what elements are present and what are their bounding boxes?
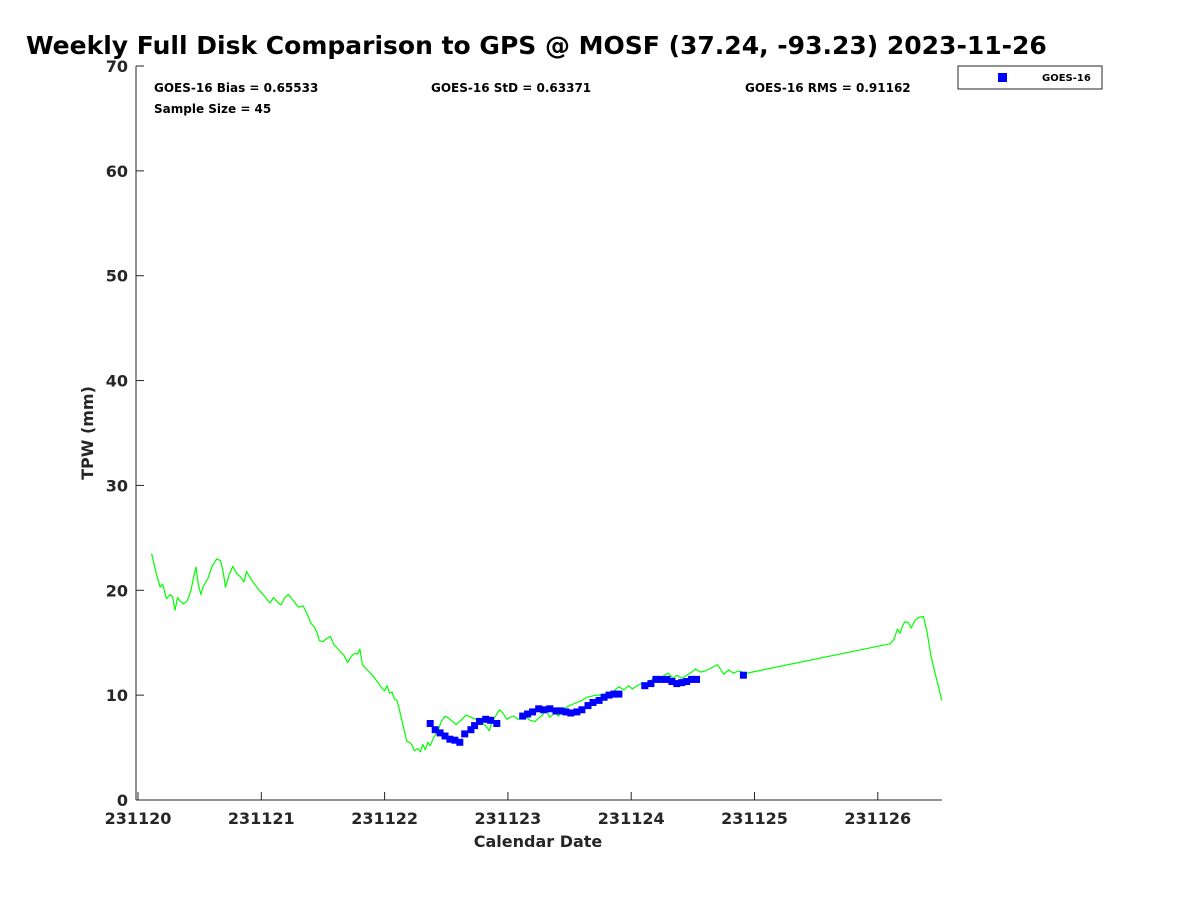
goes16-marker bbox=[595, 696, 603, 704]
goes16-marker bbox=[739, 671, 747, 679]
x-tick-label: 231124 bbox=[598, 809, 665, 828]
goes16-marker bbox=[673, 680, 681, 688]
chart-title: Weekly Full Disk Comparison to GPS @ MOS… bbox=[26, 31, 1047, 60]
y-tick-label: 30 bbox=[106, 476, 128, 495]
goes16-marker bbox=[615, 690, 623, 698]
goes16-marker bbox=[668, 678, 676, 685]
x-tick-label: 231126 bbox=[844, 809, 911, 828]
goes16-marker bbox=[605, 691, 613, 699]
goes16-marker bbox=[688, 675, 696, 683]
y-axis-ticks: 0 10 20 30 40 50 60 70 bbox=[106, 57, 144, 810]
goes16-marker bbox=[562, 708, 570, 716]
goes16-marker bbox=[461, 730, 469, 738]
goes16-marker bbox=[456, 738, 464, 746]
gps-tpw-line bbox=[151, 553, 943, 753]
goes16-marker bbox=[441, 732, 449, 740]
goes16-marker bbox=[600, 693, 608, 701]
goes16-marker bbox=[693, 675, 700, 683]
x-tick-label: 231120 bbox=[105, 809, 172, 828]
legend-marker bbox=[998, 73, 1007, 82]
std-stat: GOES-16 StD = 0.63371 bbox=[431, 81, 591, 95]
x-tick-label: 231122 bbox=[351, 809, 418, 828]
goes16-marker bbox=[471, 722, 479, 730]
y-tick-label: 50 bbox=[106, 267, 128, 286]
x-tick-label: 231121 bbox=[228, 809, 295, 828]
goes16-marker bbox=[519, 712, 527, 720]
y-tick-label: 40 bbox=[106, 372, 128, 391]
goes16-marker bbox=[535, 705, 543, 713]
plot-area: 231120 231121 231122 231123 231124 231125 2311… bbox=[105, 57, 943, 828]
goes16-marker bbox=[683, 678, 691, 685]
x-axis-label: Calendar Date bbox=[474, 832, 603, 851]
goes16-marker bbox=[657, 675, 665, 683]
goes16-marker bbox=[431, 726, 439, 734]
goes16-marker bbox=[589, 699, 597, 706]
y-tick-label: 70 bbox=[106, 57, 128, 76]
series-layer bbox=[151, 553, 943, 753]
y-tick-label: 20 bbox=[106, 581, 128, 600]
legend: GOES-16 bbox=[957, 65, 1103, 90]
goes16-marker bbox=[610, 690, 618, 698]
bias-stat: GOES-16 Bias = 0.65533 bbox=[154, 81, 318, 95]
goes16-marker bbox=[446, 735, 454, 743]
goes16-marker bbox=[573, 708, 581, 716]
goes16-marker bbox=[663, 675, 671, 683]
legend-label: GOES-16 bbox=[1042, 73, 1091, 84]
goes16-marker bbox=[584, 702, 592, 710]
goes16-marker bbox=[451, 736, 459, 744]
goes16-marker bbox=[487, 716, 495, 724]
goes16-marker bbox=[647, 680, 655, 688]
x-axis-ticks: 231120 231121 231122 231123 231124 231125 2311… bbox=[105, 792, 911, 828]
y-tick-label: 60 bbox=[106, 162, 128, 181]
goes16-marker bbox=[476, 717, 483, 725]
y-tick-label: 0 bbox=[117, 791, 128, 810]
goes16-marker bbox=[529, 708, 537, 716]
sample-size-stat: Sample Size = 45 bbox=[154, 102, 271, 116]
goes16-marker bbox=[436, 729, 444, 737]
goes16-marker bbox=[493, 720, 501, 727]
x-tick-label: 231123 bbox=[475, 809, 542, 828]
y-axis-label: TPW (mm) bbox=[78, 386, 97, 480]
goes16-marker bbox=[578, 706, 586, 714]
goes16-marker bbox=[426, 720, 434, 727]
legend-box bbox=[957, 65, 1103, 90]
goes16-marker bbox=[546, 705, 554, 713]
rms-stat: GOES-16 RMS = 0.91162 bbox=[745, 81, 911, 95]
goes16-marker bbox=[641, 682, 649, 690]
goes16-marker bbox=[678, 679, 686, 687]
goes16-marker bbox=[552, 707, 560, 715]
goes16-marker bbox=[652, 675, 660, 683]
goes16-marker bbox=[482, 715, 490, 723]
goes16-marker bbox=[524, 710, 532, 718]
goes16-marker bbox=[557, 707, 565, 715]
goes16-marker bbox=[567, 709, 575, 717]
goes16-marker bbox=[540, 706, 548, 714]
goes16-marker bbox=[467, 726, 475, 734]
x-tick-label: 231125 bbox=[721, 809, 788, 828]
y-tick-label: 10 bbox=[106, 686, 128, 705]
